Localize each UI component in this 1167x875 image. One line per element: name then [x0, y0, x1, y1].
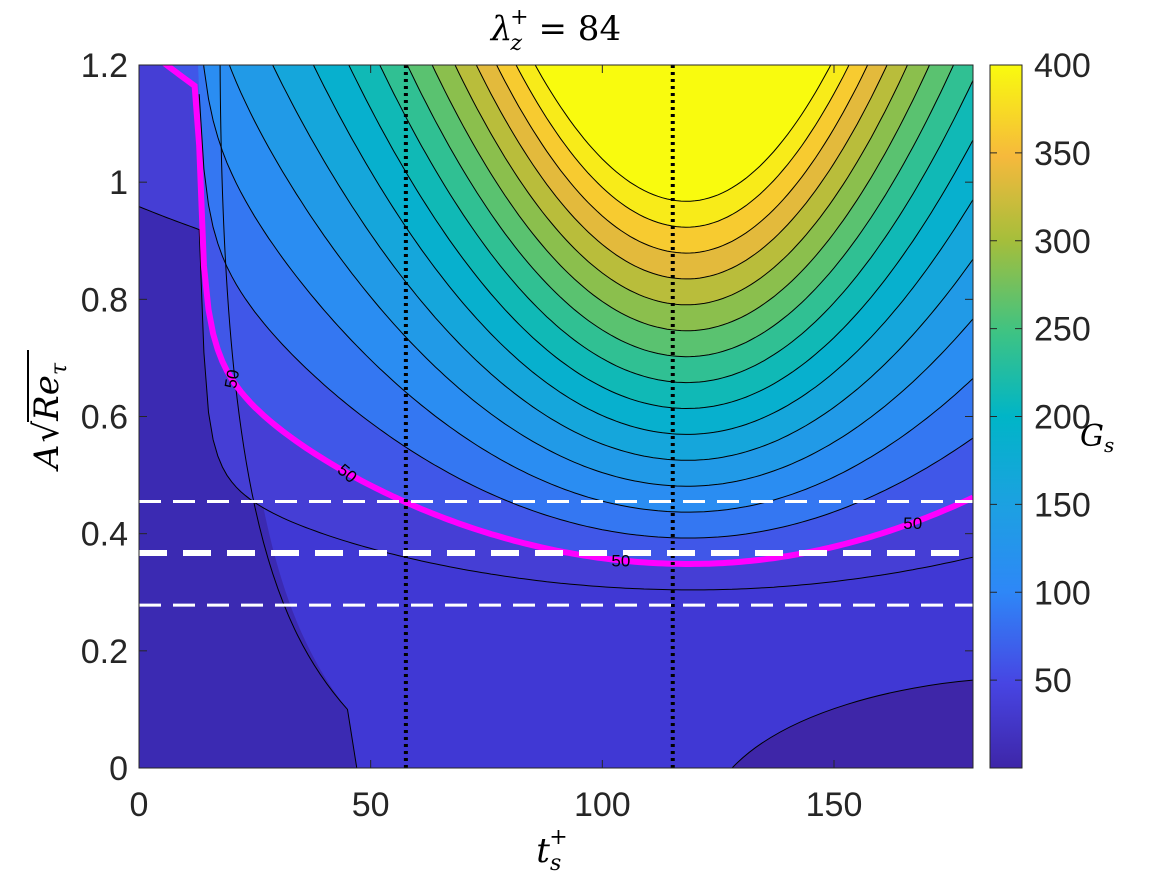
colorbar-ticks: 50 100 150 200 250 300 350 400	[990, 47, 1091, 700]
y-tick-label-0: 0	[109, 750, 128, 788]
contour-line-325	[475, 65, 888, 280]
y-tick-label-1: 0.2	[81, 633, 128, 671]
contour-line-low-left	[219, 65, 358, 768]
contour-line-25	[139, 206, 973, 591]
xlabel-symbol: t	[536, 831, 550, 871]
colorbar-label-symbol: G	[1080, 419, 1104, 454]
contour-line-75	[198, 94, 973, 539]
contour-line-275	[431, 65, 931, 332]
xlabel-sup: +	[549, 825, 567, 850]
y-tick-label-3: 0.6	[81, 399, 128, 437]
y-axis: 0 0.2 0.4 0.6 0.8 1 1.2	[81, 47, 973, 788]
x-tick-label-50: 50	[352, 786, 390, 824]
contour-line-low-right	[731, 679, 973, 768]
contour-line-125	[228, 65, 973, 487]
title-rhs: = 84	[539, 9, 622, 49]
colorbar-tick-label-300: 300	[1034, 223, 1091, 261]
contour-line-300	[454, 65, 909, 306]
title-sup: +	[510, 5, 528, 30]
overlay-lines	[139, 65, 973, 768]
ylabel-sub: τ	[47, 362, 72, 375]
contour-label-0: 50	[221, 368, 243, 390]
x-tick-label-100: 100	[574, 786, 631, 824]
contour-line-375	[515, 65, 850, 228]
x-tick-label-150: 150	[806, 786, 863, 824]
colorbar-label: Gs	[1080, 419, 1114, 457]
colorbar-tick-label-100: 100	[1034, 574, 1091, 612]
contour-label-3: 50	[903, 514, 922, 533]
colorbar-tick-label-50: 50	[1034, 662, 1072, 700]
chart-title: λz+ = 84	[489, 5, 621, 56]
title-symbol: λ	[489, 9, 513, 49]
colorbar-tick-label-150: 150	[1034, 486, 1091, 524]
x-axis: 0 50 100 150	[130, 65, 863, 824]
contour-line-225	[379, 65, 973, 384]
ylabel-root: Re	[27, 375, 67, 422]
contour-line-200	[348, 65, 973, 410]
y-tick-label-2: 0.4	[81, 516, 128, 554]
x-axis-label: ts+	[536, 825, 567, 875]
colorbar-tick-label-400: 400	[1034, 47, 1091, 85]
svg-text:A√Reτ: A√Reτ	[27, 362, 72, 472]
y-tick-label-6: 1.2	[81, 47, 128, 85]
xlabel-sub: s	[550, 851, 561, 875]
contour-line-150	[272, 65, 973, 461]
contour-bands	[139, 65, 973, 768]
contour-band-400	[535, 65, 831, 202]
contour-line-400	[534, 65, 832, 202]
contour-line-350	[496, 65, 869, 254]
contour-line-100	[203, 65, 973, 513]
y-axis-label: A√Reτ	[27, 350, 72, 472]
y-tick-label-4: 0.8	[81, 281, 128, 319]
contour-line-175	[312, 65, 973, 435]
x-tick-label-0: 0	[130, 786, 149, 824]
contour-line-250	[406, 65, 955, 358]
colorbar-tick-label-250: 250	[1034, 311, 1091, 349]
ylabel-symbol: A	[27, 445, 67, 473]
title-sub: z	[509, 31, 522, 56]
band-low-right	[732, 680, 973, 768]
colorbar-tick-label-200: 200	[1034, 399, 1091, 437]
sqrt-sign-icon: √	[27, 421, 67, 443]
colorbar-label-sub: s	[1104, 433, 1114, 457]
y-tick-label-5: 1	[109, 164, 128, 202]
contour-label-2: 50	[611, 551, 630, 570]
colorbar-tick-label-350: 350	[1034, 135, 1091, 173]
